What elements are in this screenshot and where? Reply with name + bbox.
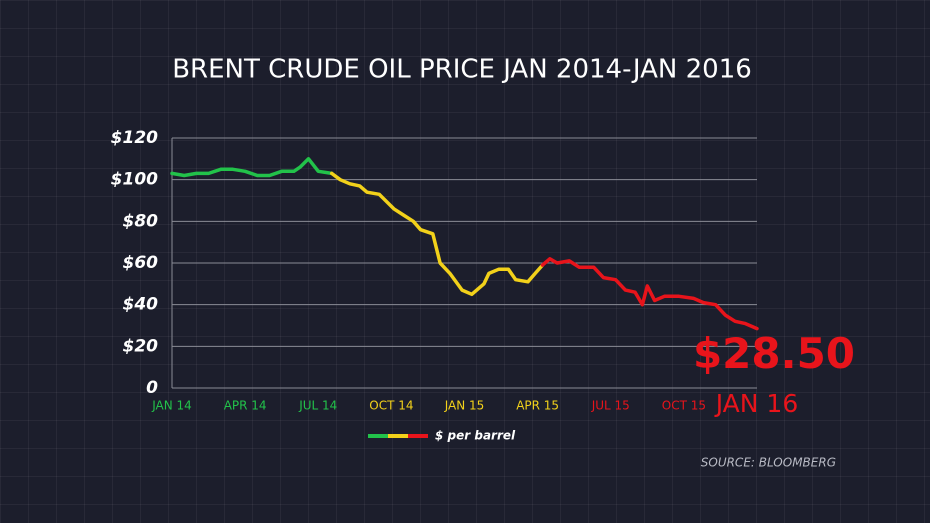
x-tick-label: APR 15: [516, 399, 559, 413]
y-tick-label: $100: [111, 170, 158, 190]
line-series: [170, 157, 334, 178]
value-annotation: $28.50: [693, 329, 855, 378]
x-tick-label: OCT 15: [662, 399, 706, 413]
x-tick-label: OCT 14: [369, 399, 413, 413]
line-series: [329, 171, 545, 297]
x-tick-label: JAN 15: [444, 399, 485, 413]
y-tick-label: $80: [123, 211, 159, 231]
line-series: [540, 257, 759, 331]
source: SOURCE: BLOOMBERG: [701, 456, 836, 470]
y-tick-label: $120: [111, 128, 158, 148]
x-tick-label: JUL 15: [591, 399, 630, 413]
x-tick-label: APR 14: [224, 399, 267, 413]
x-tick-label: JAN 14: [151, 399, 192, 413]
y-tick-label: $60: [123, 253, 159, 273]
x-tick-label: JAN 16: [714, 389, 799, 418]
y-tick-label: $20: [123, 336, 159, 356]
y-tick-label: $40: [123, 295, 159, 315]
chart-title: BRENT CRUDE OIL PRICE JAN 2014-JAN 2016: [172, 55, 752, 85]
y-tick-label: 0: [146, 378, 158, 398]
x-tick-label: JUL 14: [298, 399, 337, 413]
legend-label: $ per barrel: [435, 429, 516, 443]
